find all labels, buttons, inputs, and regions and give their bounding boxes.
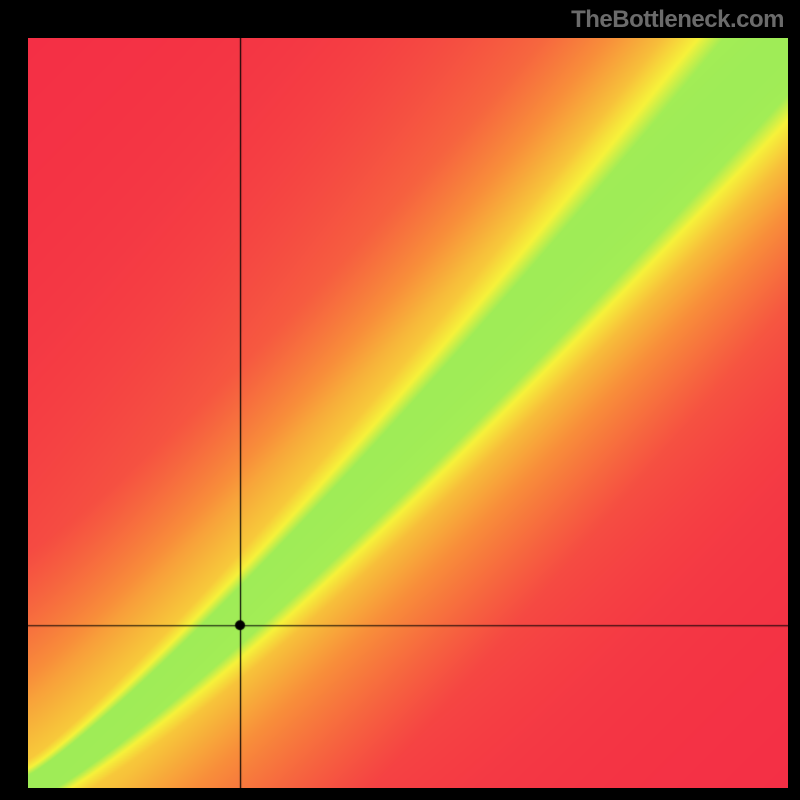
watermark-text: TheBottleneck.com	[571, 6, 784, 34]
chart-container: TheBottleneck.com	[0, 0, 800, 800]
bottleneck-heatmap	[28, 38, 788, 788]
